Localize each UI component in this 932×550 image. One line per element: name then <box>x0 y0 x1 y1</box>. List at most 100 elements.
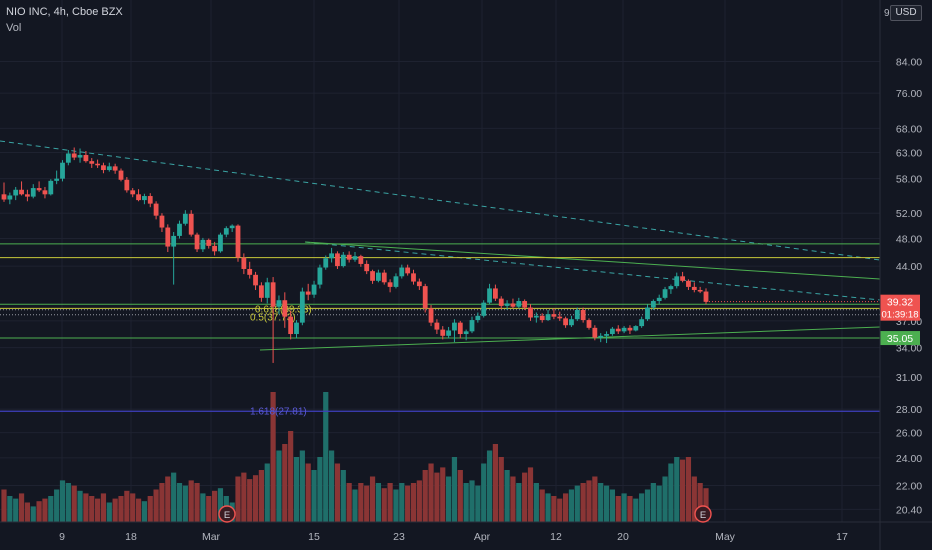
candle-body <box>621 327 627 332</box>
candle-body <box>615 328 621 332</box>
candle-body <box>604 334 609 336</box>
volume-bar <box>258 470 264 522</box>
candle-body <box>259 285 264 298</box>
volume-bar <box>434 472 440 522</box>
volume-bar <box>504 470 510 522</box>
volume-bar <box>288 431 294 522</box>
candle-body <box>340 254 346 267</box>
price-axis-tick-label: 34.00 <box>896 343 922 355</box>
volume-bar <box>323 392 329 522</box>
candle-body <box>223 228 229 235</box>
volume-bar <box>393 489 399 522</box>
candle-body <box>89 161 95 164</box>
volume-bar <box>481 463 487 522</box>
price-axis-tick-label: 28.00 <box>896 404 922 416</box>
volume-bar <box>580 483 586 522</box>
volume-bar <box>112 498 118 522</box>
volume-bar <box>399 483 405 522</box>
candle-body <box>428 308 434 323</box>
volume-bar <box>194 483 200 522</box>
volume-bar <box>217 488 224 522</box>
candle-body <box>188 213 194 235</box>
currency-button[interactable]: USD <box>890 5 922 21</box>
volume-bar <box>656 485 662 522</box>
candle-body <box>422 286 428 309</box>
candle-body <box>440 329 446 336</box>
support-price-value: 35.05 <box>887 333 913 345</box>
support-price-tag <box>880 331 920 346</box>
volume-bar <box>703 488 709 522</box>
volume-bar <box>697 483 703 522</box>
volume-bar <box>469 480 475 522</box>
time-axis-tick-label: 18 <box>125 531 137 543</box>
volume-bar <box>130 493 136 522</box>
volume-bar <box>568 489 575 522</box>
candle-body <box>270 282 276 307</box>
volume-bar <box>498 457 504 522</box>
volume-bar <box>410 483 417 522</box>
candle-body <box>171 235 177 247</box>
price-axis-tick-label: 31.00 <box>896 372 922 384</box>
volume-bar <box>691 476 697 522</box>
price-axis-tick-label: 48.00 <box>896 234 922 246</box>
candle-body <box>627 327 633 331</box>
candle-body <box>352 256 358 260</box>
candle-body <box>305 291 311 295</box>
volume-bar <box>340 470 346 522</box>
candle-body <box>329 253 334 259</box>
candle-body <box>136 194 141 201</box>
volume-bar <box>176 483 183 522</box>
candle-body <box>463 331 469 335</box>
volume-bar <box>563 493 569 522</box>
candle-body <box>574 309 580 320</box>
price-axis-tick-label: 24.00 <box>896 453 922 465</box>
volume-bar <box>42 498 48 522</box>
volume-bar <box>516 483 522 522</box>
volume-bar <box>241 472 247 522</box>
symbol-title[interactable]: NIO INC, 4h, Cboe BZX <box>6 6 123 18</box>
candle-body <box>77 155 83 158</box>
candle-body <box>218 234 223 252</box>
candle-body <box>54 178 60 181</box>
candle-body <box>516 301 522 307</box>
volume-bar <box>7 496 13 522</box>
volume-bar <box>662 476 668 522</box>
volume-bar <box>153 489 159 522</box>
volume-bar <box>527 467 534 522</box>
volume-bar <box>545 493 551 522</box>
volume-bar <box>680 459 686 522</box>
price-axis-tick-label: 52.00 <box>896 208 922 220</box>
trendline-upper-solid <box>304 241 881 280</box>
volume-bar <box>147 496 153 522</box>
earnings-marker-label: E <box>700 510 706 521</box>
candle-body <box>83 155 89 162</box>
price-axis-tick-label: 76.00 <box>896 88 922 100</box>
candle-body <box>48 180 54 195</box>
volume-indicator-label[interactable]: Vol <box>6 22 22 34</box>
volume-bar <box>633 498 639 522</box>
price-countdown: 01:39:18 <box>882 310 919 321</box>
candle-body <box>522 301 528 308</box>
earnings-marker-label: E <box>224 510 230 521</box>
volume-bar <box>252 475 259 522</box>
candle-body <box>662 289 668 298</box>
candle-body <box>569 319 574 326</box>
candle-body <box>469 320 475 332</box>
candle-body <box>206 239 212 246</box>
volume-bar <box>135 498 142 522</box>
candle-body <box>645 307 650 320</box>
volume-bar <box>118 496 124 522</box>
candle-body <box>674 276 680 287</box>
volume-bar <box>539 489 545 522</box>
candle-body <box>147 196 153 204</box>
volume-bar <box>522 472 528 522</box>
volume-bar <box>165 476 171 522</box>
volume-bar <box>364 485 370 522</box>
candle-body <box>557 316 563 319</box>
volume-bar <box>182 485 188 522</box>
time-axis-tick-label: Apr <box>474 531 491 543</box>
candle-body <box>703 291 709 302</box>
candle-body <box>299 291 305 323</box>
candle-body <box>282 300 288 317</box>
